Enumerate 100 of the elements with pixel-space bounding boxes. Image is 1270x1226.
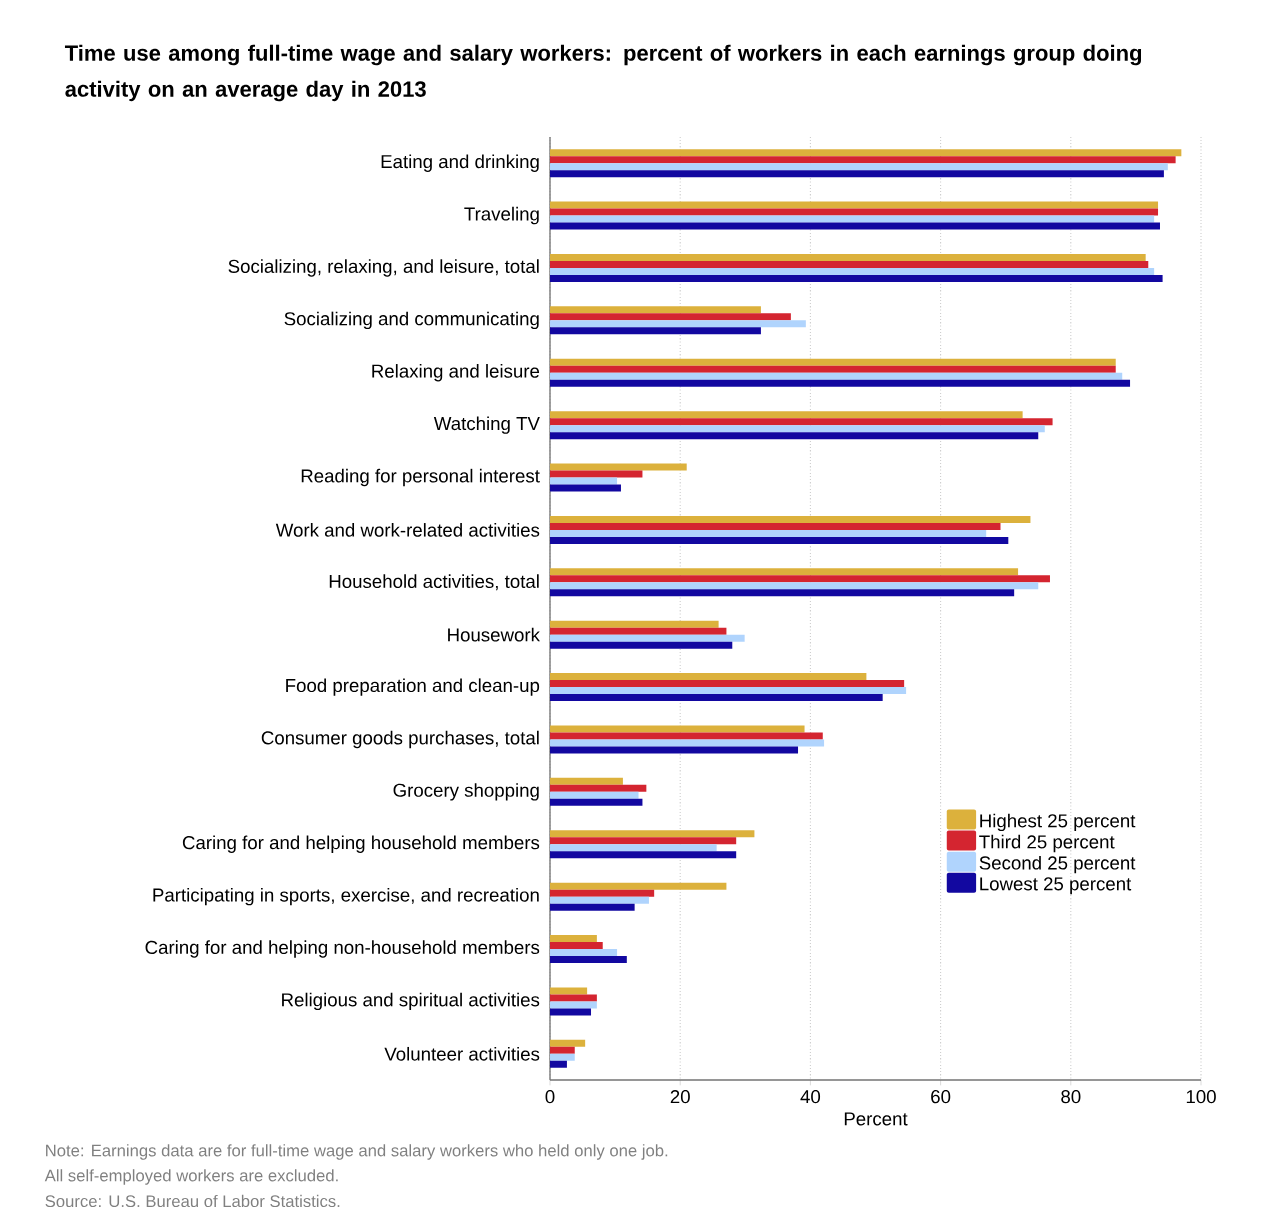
x-tick-label: 20 xyxy=(670,1090,690,1104)
x-tick-label: 0 xyxy=(545,1090,555,1104)
bar xyxy=(550,215,1155,223)
source-note: Source: U.S. Bureau of Labor Statistics. xyxy=(45,1194,340,1208)
y-tick-label: Caring for and helping non-household members xyxy=(145,940,540,958)
bar xyxy=(550,1001,597,1009)
bar xyxy=(550,935,597,943)
bar xyxy=(550,746,799,754)
bar xyxy=(550,358,1116,366)
bar xyxy=(550,163,1168,171)
bar xyxy=(550,994,597,1002)
bar xyxy=(550,687,907,695)
y-tick-label: Participating in sports, exercise, and recreation xyxy=(153,887,539,906)
bar xyxy=(550,522,1001,530)
bar xyxy=(550,837,737,845)
y-tick-label: Consumer goods purchases, total xyxy=(261,730,539,749)
y-tick-label: Traveling xyxy=(464,206,539,225)
bar xyxy=(550,463,687,471)
y-tick-label: Household activities, total xyxy=(329,574,539,591)
text: All self-employed workers are excluded. xyxy=(44,1169,338,1185)
bar xyxy=(550,777,623,785)
bar xyxy=(550,732,823,740)
bar xyxy=(550,634,745,642)
bar xyxy=(550,372,1123,380)
bar xyxy=(550,208,1159,216)
bar xyxy=(550,515,1031,523)
x-tick-label: 40 xyxy=(800,1090,821,1104)
bar xyxy=(550,956,627,964)
bar xyxy=(550,327,761,335)
bar xyxy=(550,725,805,733)
bar xyxy=(550,851,737,859)
y-tick-label: Housework xyxy=(448,627,540,642)
bar xyxy=(550,477,618,485)
bar xyxy=(550,313,791,321)
bar xyxy=(550,536,1009,544)
bar xyxy=(550,784,647,792)
bar xyxy=(550,470,643,478)
bar xyxy=(550,267,1155,275)
y-tick-label: Eating and drinking xyxy=(381,154,539,172)
legend-label: Third 25 percent xyxy=(979,834,1115,853)
bar xyxy=(550,903,635,911)
x-tick-label: 100 xyxy=(1186,1090,1216,1104)
bar xyxy=(550,484,621,492)
y-tick-label: Reading for personal interest xyxy=(301,468,540,487)
bar xyxy=(550,529,987,537)
y-tick-label: Watching TV xyxy=(433,416,540,434)
bar xyxy=(550,949,618,957)
bar xyxy=(550,379,1131,387)
bar xyxy=(550,791,639,799)
x-axis-title: Percent xyxy=(844,1112,908,1126)
bar xyxy=(550,1060,567,1068)
bar xyxy=(550,942,603,950)
y-tick-label: Volunteer activities xyxy=(384,1046,540,1061)
y-tick-label: Religious and spiritual activities xyxy=(282,992,540,1011)
bar xyxy=(550,627,727,635)
bar xyxy=(550,222,1160,230)
bar xyxy=(550,582,1039,590)
y-tick-label: Caring for and helping household members xyxy=(182,835,540,853)
bar xyxy=(550,620,719,628)
bar xyxy=(550,882,727,890)
legend-label: Second 25 percent xyxy=(979,855,1136,874)
bar xyxy=(550,589,1015,597)
bar xyxy=(550,320,806,328)
text: Note: Earnings data are for full-time wage and salary workers who held only one job. xyxy=(46,1144,668,1160)
y-tick-label: Work and work-related activities xyxy=(275,523,540,537)
bar xyxy=(550,418,1053,426)
bar xyxy=(550,201,1159,209)
legend-label: Lowest 25 percent xyxy=(980,877,1132,895)
y-tick-label: Grocery shopping xyxy=(393,783,539,801)
bar xyxy=(550,739,825,747)
bar xyxy=(550,673,867,681)
x-tick-label: 80 xyxy=(1061,1090,1081,1104)
bar xyxy=(550,889,655,897)
bar xyxy=(550,306,761,314)
bar xyxy=(550,680,905,688)
x-tick-label: 60 xyxy=(931,1090,951,1104)
bar xyxy=(550,844,717,852)
chart-title: Time use among full-time wage and salary workers: percent of workers in each earnings group doing activity on an average day in 2013 xyxy=(64,44,1142,102)
bar xyxy=(550,568,1019,576)
bar xyxy=(550,156,1176,164)
bar xyxy=(550,274,1163,282)
bar xyxy=(550,1008,592,1016)
bar xyxy=(550,1039,586,1047)
y-tick-label: Socializing, relaxing, and leisure, total xyxy=(228,259,539,277)
bar xyxy=(550,253,1146,261)
bar xyxy=(550,149,1182,157)
bar xyxy=(550,411,1023,419)
bar xyxy=(550,896,649,904)
bar xyxy=(550,987,588,995)
y-tick-label: Socializing and communicating xyxy=(284,311,539,330)
bar xyxy=(550,830,755,838)
bar xyxy=(550,1053,575,1061)
bar xyxy=(550,365,1116,373)
legend-label: Highest 25 percent xyxy=(980,813,1136,832)
bar xyxy=(550,694,883,702)
bar xyxy=(550,575,1050,583)
bar xyxy=(550,1046,575,1054)
bar xyxy=(550,260,1149,268)
y-tick-label: Relaxing and leisure xyxy=(372,364,540,382)
bar xyxy=(550,425,1045,433)
